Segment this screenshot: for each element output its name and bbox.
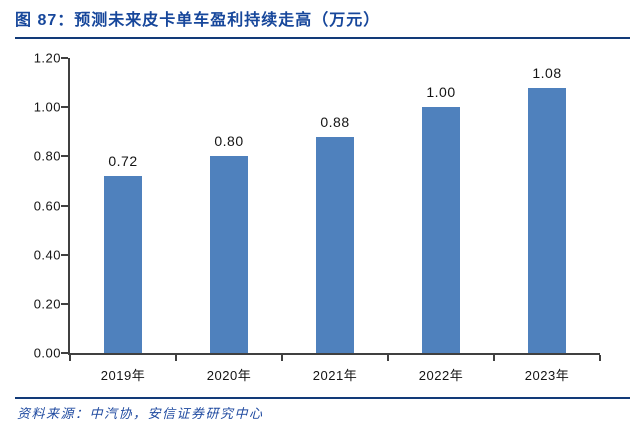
bar-2021年	[316, 136, 354, 353]
data-label: 0.88	[320, 113, 350, 130]
y-axis-tick-mark	[61, 302, 68, 305]
bar-column: 0.80	[176, 58, 282, 353]
y-axis-tick-label: 0.80	[33, 148, 61, 164]
x-axis-label: 2023年	[524, 368, 570, 383]
top-divider	[15, 37, 630, 39]
y-axis-tick-mark	[61, 57, 68, 59]
bar-2020年	[210, 156, 248, 353]
y-axis-tick-mark	[61, 155, 68, 158]
y-axis-tick-mark	[61, 106, 68, 109]
bar-2022年	[422, 107, 460, 353]
figure-title: 图 87：预测未来皮卡单车盈利持续走高（万元）	[15, 12, 381, 29]
x-axis-tick-mark	[281, 355, 283, 361]
y-axis-tick-label: 0.40	[33, 247, 61, 263]
plot-area: 0.00 0.20 0.40 0.60 0.80 1.00 1.20 0.72 2019年 0.8…	[34, 51, 601, 383]
y-axis-tick-mark	[61, 204, 68, 207]
bottom-divider	[15, 397, 630, 399]
data-label: 0.80	[214, 133, 244, 150]
bar-column: 0.88	[282, 58, 388, 353]
bar-2019年	[104, 176, 142, 353]
x-axis-tick-mark	[387, 355, 389, 361]
x-axis-tick-mark	[599, 355, 601, 361]
x-axis-label: 2020年	[206, 368, 252, 383]
y-axis-tick-label: 0.20	[33, 296, 61, 312]
data-label: 1.08	[532, 64, 562, 81]
source-note: 资料来源：中汽协，安信证券研究中心	[17, 407, 264, 422]
bar-2023年	[528, 87, 566, 353]
bar-column: 1.00	[388, 58, 494, 353]
y-axis-tick-label: 0.60	[33, 198, 61, 213]
y-axis-tick-label: 1.20	[33, 50, 61, 66]
y-axis-tick-mark	[61, 253, 68, 256]
bar-column: 1.08	[494, 58, 600, 353]
y-axis-tick-mark	[61, 352, 68, 354]
y-axis-tick-label: 1.00	[33, 99, 61, 115]
bar-column: 0.72	[70, 58, 176, 353]
x-axis-label: 2021年	[312, 368, 358, 383]
y-axis-tick-label: 0.00	[33, 345, 61, 361]
x-axis-label: 2019年	[100, 368, 146, 383]
data-label: 0.72	[108, 153, 138, 169]
x-axis-label: 2022年	[418, 368, 464, 383]
x-axis-tick-mark	[493, 355, 495, 361]
data-label: 1.00	[426, 84, 456, 101]
x-axis-tick-mark	[175, 355, 177, 361]
x-axis-tick-mark	[69, 355, 71, 361]
